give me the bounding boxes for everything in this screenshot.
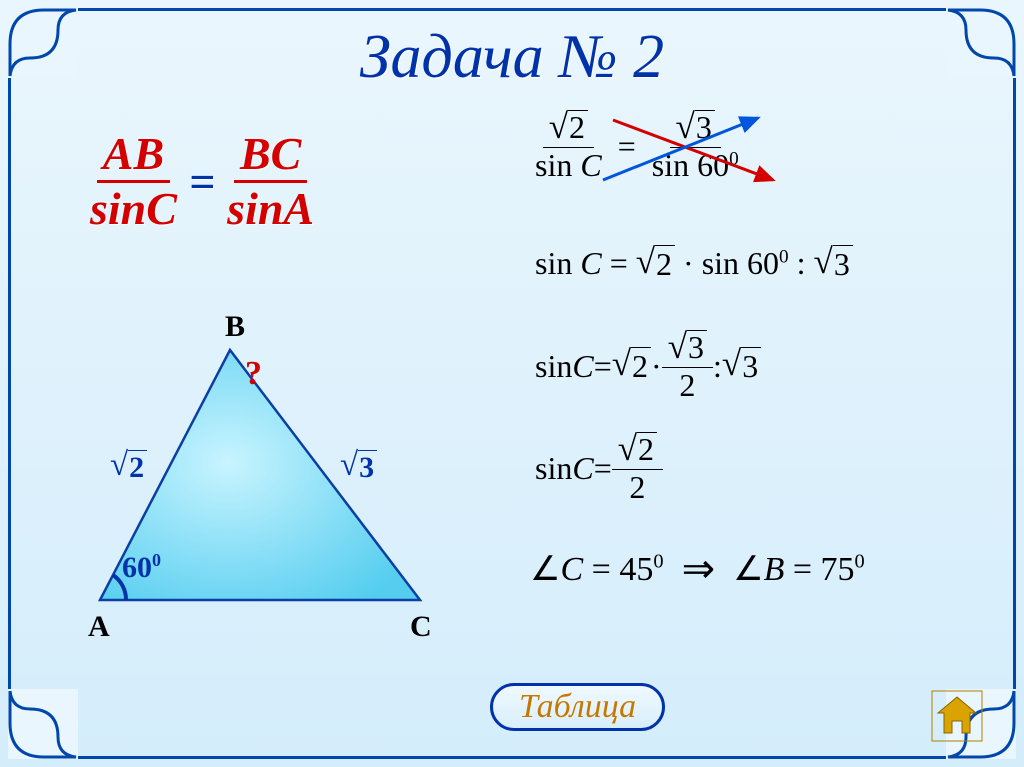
angle-a: 600: [122, 550, 161, 585]
step-answer: ∠C = 450 ⇒ ∠B = 750: [530, 545, 865, 592]
step-4: sin C = √2 2: [535, 432, 663, 504]
side-bc: √3: [340, 450, 377, 485]
side-ab: √2: [110, 450, 147, 485]
equals: =: [189, 155, 215, 208]
vertex-b: B: [225, 310, 245, 344]
formula-sinc: sinС: [90, 183, 177, 233]
formula-bc: BC: [234, 130, 307, 183]
cross-multiply-arrows: [558, 108, 858, 208]
slide-title: Задача № 2: [0, 22, 1024, 93]
vertex-c: C: [410, 610, 432, 644]
law-of-sines-formula: AB sinС = BC sinA: [90, 130, 314, 234]
table-button[interactable]: Таблица: [490, 683, 665, 731]
step-3: sin C = √2 · √3 2 : √3: [535, 330, 761, 402]
vertex-a: A: [88, 610, 110, 644]
formula-ab: AB: [97, 130, 170, 183]
triangle-diagram: B A C ? √2 √3 600: [80, 310, 440, 640]
formula-sina: sinA: [227, 183, 314, 233]
angle-b-unknown: ?: [245, 355, 262, 393]
home-button[interactable]: [930, 689, 984, 743]
corner-ornament: [8, 689, 78, 759]
step-2: sin C = √2 · sin 600 : √3: [535, 245, 853, 283]
